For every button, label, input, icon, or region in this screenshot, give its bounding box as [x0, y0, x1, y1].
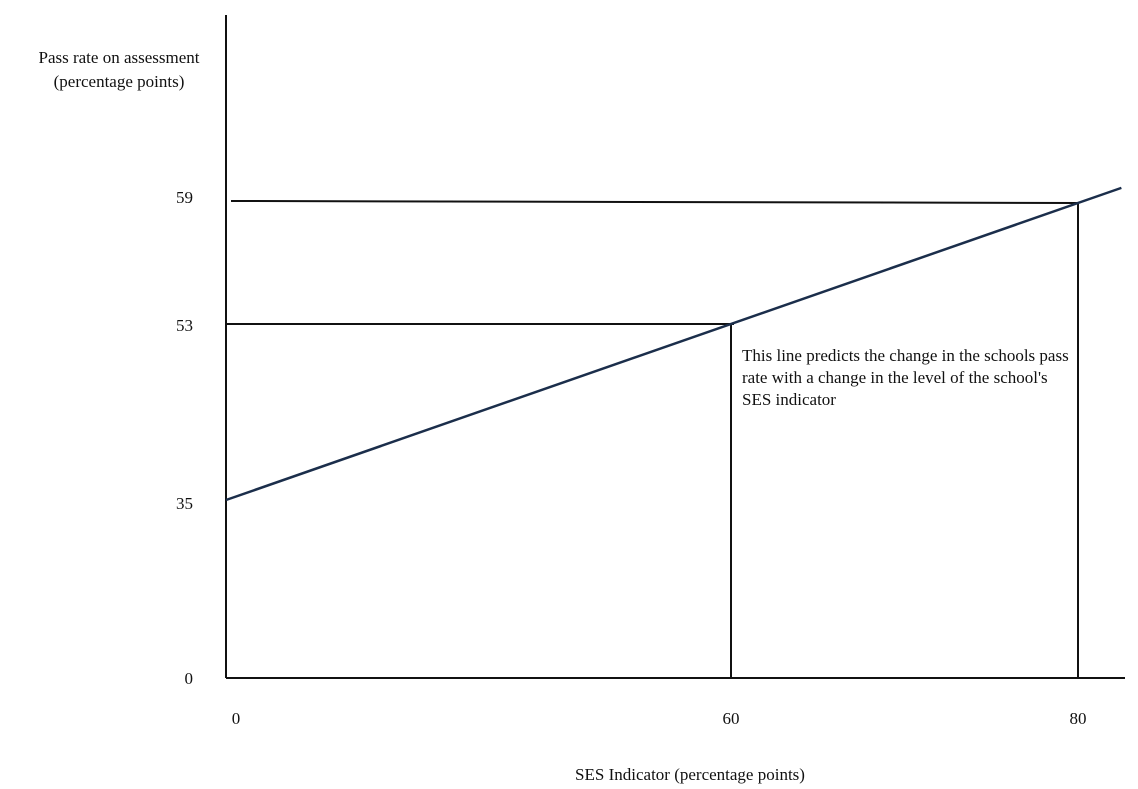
x-tick-label-60: 60 [723, 709, 740, 728]
x-tick-label-0: 0 [232, 709, 241, 728]
y-tick-label-53: 53 [176, 316, 193, 335]
y-tick-label-35: 35 [176, 494, 193, 513]
trend-line [225, 186, 1122, 502]
reference-horizontal-59 [230, 200, 1080, 204]
y-tick-label-0: 0 [185, 669, 194, 688]
x-axis-title: SES Indicator (percentage points) [575, 765, 805, 784]
x-tick-label-80: 80 [1070, 709, 1087, 728]
y-axis-title-line-2: (percentage points) [54, 72, 185, 91]
y-tick-label-59: 59 [176, 188, 193, 207]
chart-annotation: This line predicts the change in the sch… [742, 346, 1069, 409]
y-axis-title-line-1: Pass rate on assessment [38, 48, 199, 67]
